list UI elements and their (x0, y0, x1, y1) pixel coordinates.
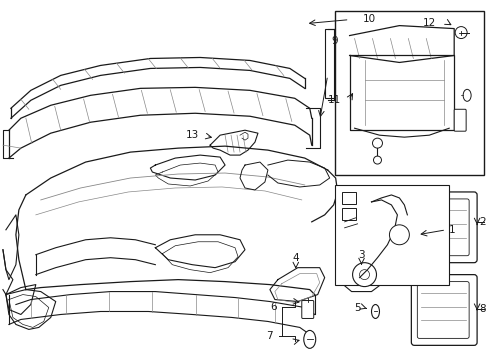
Text: 7: 7 (266, 332, 273, 341)
Bar (334, 185, 448, 285)
FancyBboxPatch shape (301, 301, 313, 319)
Text: 3: 3 (358, 250, 364, 260)
Text: 13: 13 (185, 130, 199, 140)
Ellipse shape (371, 305, 379, 319)
Text: 4: 4 (292, 253, 299, 263)
FancyBboxPatch shape (410, 275, 476, 345)
Bar (341, 208, 355, 220)
Text: 9: 9 (331, 36, 337, 46)
Bar (324, 28, 339, 98)
Text: 5: 5 (353, 302, 360, 312)
Text: 11: 11 (327, 95, 341, 105)
FancyBboxPatch shape (416, 199, 468, 256)
Bar (334, 11, 483, 175)
Circle shape (352, 263, 376, 287)
Text: 8: 8 (478, 305, 485, 315)
Text: 6: 6 (270, 302, 277, 311)
Circle shape (373, 156, 381, 164)
Text: 2: 2 (478, 217, 485, 227)
FancyBboxPatch shape (453, 109, 465, 131)
Ellipse shape (462, 89, 470, 101)
Circle shape (372, 138, 382, 148)
Text: 12: 12 (422, 18, 435, 28)
FancyBboxPatch shape (410, 192, 476, 263)
Text: 10: 10 (362, 14, 375, 24)
Ellipse shape (303, 330, 315, 348)
Bar (341, 192, 355, 204)
Circle shape (388, 225, 408, 245)
Circle shape (359, 270, 369, 280)
Text: 1: 1 (448, 225, 455, 235)
Circle shape (454, 27, 466, 39)
FancyBboxPatch shape (416, 282, 468, 338)
